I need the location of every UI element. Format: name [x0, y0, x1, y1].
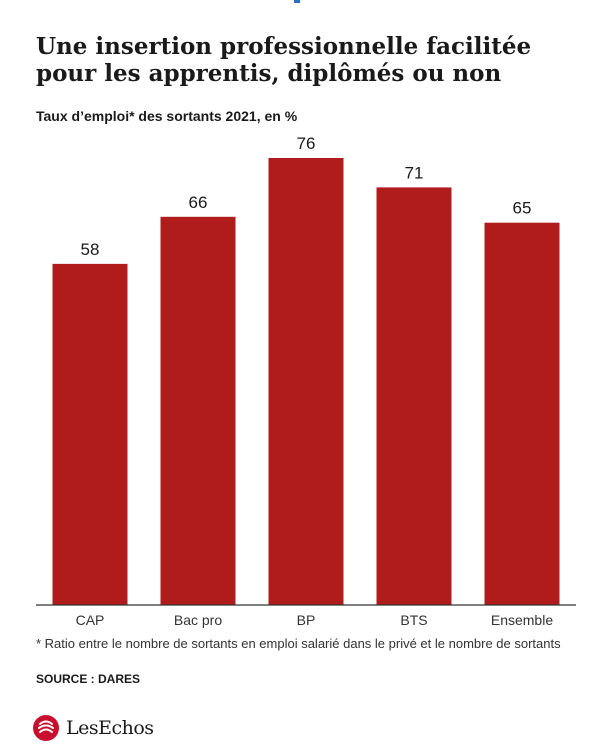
- tick-labels-layer: CAP Bac pro BP BTS Ensemble: [76, 612, 554, 628]
- value-label: 66: [189, 193, 208, 212]
- bar-chart: 58 66 76 71 65 CAP Bac pro BP BTS Ensemble: [36, 134, 576, 628]
- bars-layer: [52, 158, 560, 605]
- footnote: * Ratio entre le nombre de sortants en e…: [36, 636, 561, 651]
- bar-bp: [268, 158, 344, 605]
- bar-cap: [52, 263, 128, 605]
- chart-title: Une insertion professionnelle facilitée …: [36, 33, 532, 87]
- brand-name: LesEchos: [66, 717, 154, 739]
- x-tick-label: BP: [297, 612, 316, 628]
- les-echos-logo-icon: [33, 715, 59, 741]
- bar-bts: [376, 187, 452, 605]
- x-tick-label: CAP: [76, 612, 105, 628]
- bar-ensemble: [484, 222, 560, 605]
- value-label: 65: [513, 199, 532, 218]
- value-label: 58: [81, 240, 100, 259]
- brand-logo: LesEchos: [32, 712, 154, 744]
- x-tick-label: Ensemble: [491, 612, 553, 628]
- bar-bac-pro: [160, 216, 236, 605]
- top-accent-mark: [294, 0, 300, 3]
- value-label: 71: [405, 163, 424, 182]
- value-label: 76: [297, 134, 316, 153]
- source-label: SOURCE : DARES: [36, 672, 141, 686]
- chart-subtitle: Taux d’emploi* des sortants 2021, en %: [36, 108, 298, 124]
- x-tick-label: Bac pro: [174, 612, 222, 628]
- x-tick-label: BTS: [400, 612, 427, 628]
- value-labels-layer: 58 66 76 71 65: [81, 134, 532, 259]
